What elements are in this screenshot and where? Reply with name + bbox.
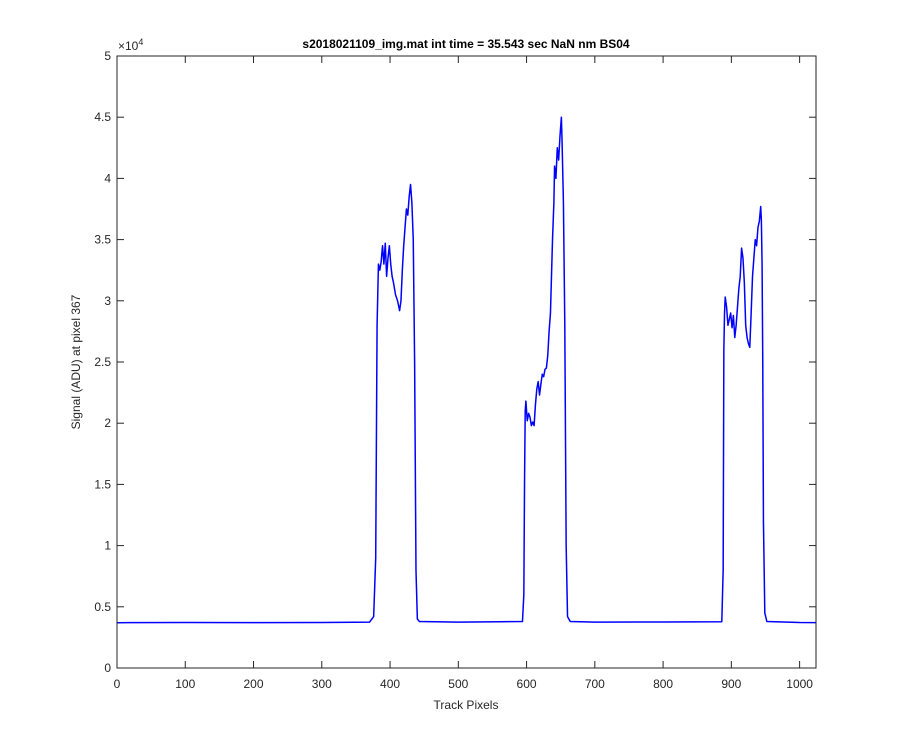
x-tick-label: 400 bbox=[380, 677, 400, 691]
x-tick-label: 500 bbox=[448, 677, 468, 691]
x-tick-label: 100 bbox=[175, 677, 195, 691]
y-exponent-label: ×104 bbox=[118, 37, 143, 53]
plot-area bbox=[117, 56, 816, 668]
x-ticks: 0 100 200 300 400 500 600 700 800 900 1000 bbox=[114, 56, 813, 691]
y-tick-label: 0 bbox=[104, 661, 111, 675]
series-line bbox=[116, 116, 817, 624]
x-tick-label: 1000 bbox=[786, 677, 813, 691]
x-tick-label: 300 bbox=[312, 677, 332, 691]
y-tick-label: 2 bbox=[104, 416, 111, 430]
x-tick-label: 700 bbox=[585, 677, 605, 691]
y-tick-label: 5 bbox=[104, 49, 111, 63]
y-tick-label: 1.5 bbox=[94, 477, 111, 491]
y-exponent-base: ×10 bbox=[118, 39, 139, 53]
y-tick-label: 0.5 bbox=[94, 600, 111, 614]
y-tick-label: 2.5 bbox=[94, 355, 111, 369]
y-tick-label: 1 bbox=[104, 539, 111, 553]
chart-title: s2018021109_img.mat int time = 35.543 se… bbox=[302, 37, 630, 51]
y-tick-label: 4.5 bbox=[94, 110, 111, 124]
x-tick-label: 0 bbox=[114, 677, 121, 691]
y-tick-label: 4 bbox=[104, 171, 111, 185]
y-tick-label: 3.5 bbox=[94, 233, 111, 247]
x-tick-label: 800 bbox=[653, 677, 673, 691]
x-axis-label: Track Pixels bbox=[434, 698, 499, 712]
x-tick-label: 600 bbox=[517, 677, 537, 691]
series-group bbox=[116, 116, 817, 624]
y-tick-label: 3 bbox=[104, 294, 111, 308]
y-ticks: 0 0.5 1 1.5 2 2.5 3 3.5 4 4.5 5 bbox=[94, 49, 816, 675]
y-exponent-power: 4 bbox=[138, 37, 143, 47]
y-axis-label: Signal (ADU) at pixel 367 bbox=[69, 294, 83, 429]
x-tick-label: 900 bbox=[721, 677, 741, 691]
x-tick-label: 200 bbox=[244, 677, 264, 691]
